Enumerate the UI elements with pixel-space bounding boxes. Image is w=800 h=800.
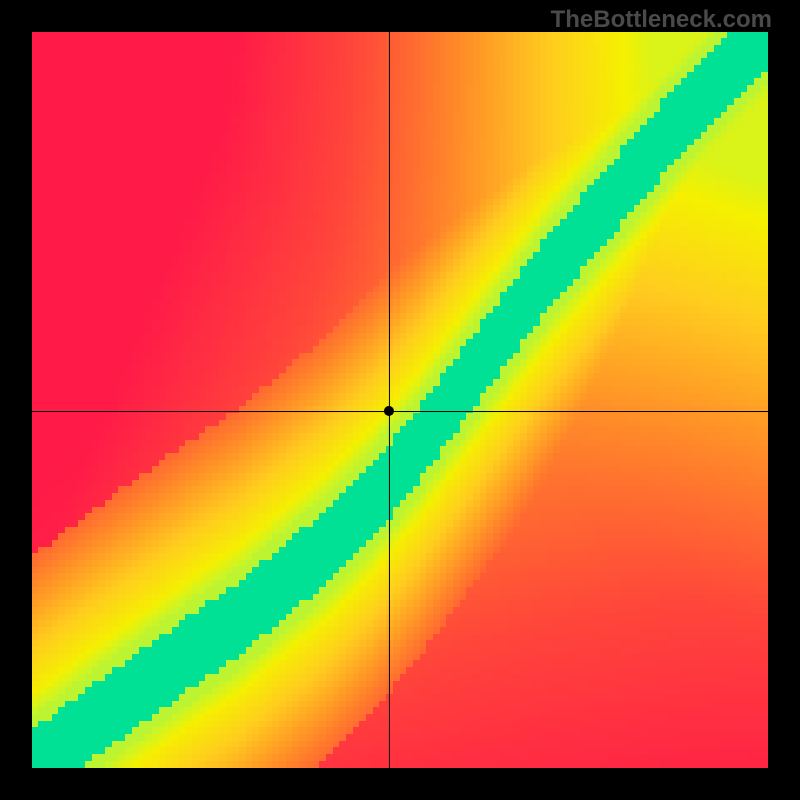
watermark-text: TheBottleneck.com: [551, 6, 772, 34]
bottleneck-heatmap: [32, 32, 768, 768]
chart-container: TheBottleneck.com: [0, 0, 800, 800]
